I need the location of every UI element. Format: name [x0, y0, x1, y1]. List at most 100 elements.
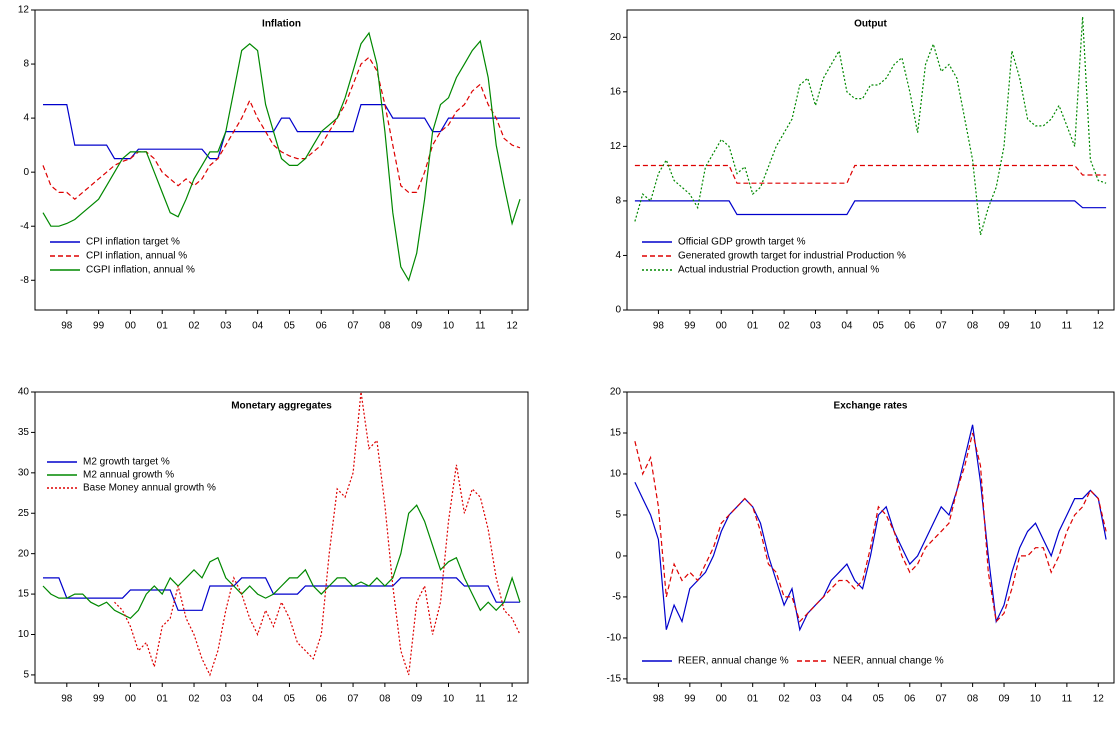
- x-tick-label: 99: [93, 321, 105, 332]
- x-tick-label: 00: [716, 694, 728, 705]
- x-tick-label: 08: [967, 321, 979, 332]
- y-tick-label: 12: [610, 141, 622, 152]
- series-line: [43, 104, 520, 160]
- y-tick-label: -5: [612, 592, 621, 603]
- x-tick-label: 03: [220, 321, 232, 332]
- x-tick-label: 10: [443, 321, 455, 332]
- y-tick-label: 15: [610, 428, 622, 439]
- x-tick-label: 12: [507, 321, 519, 332]
- x-tick-label: 10: [443, 694, 455, 705]
- x-tick-label: 07: [936, 694, 948, 705]
- x-tick-label: 05: [873, 321, 885, 332]
- y-tick-label: 35: [18, 427, 30, 438]
- x-tick-label: 05: [284, 321, 296, 332]
- y-tick-label: 30: [18, 467, 30, 478]
- x-tick-label: 02: [188, 321, 200, 332]
- chart-title: Exchange rates: [834, 401, 908, 412]
- series-line: [634, 200, 1107, 216]
- series-line: [634, 16, 1107, 236]
- x-tick-label: 03: [810, 694, 822, 705]
- x-tick-label: 98: [61, 321, 73, 332]
- legend-label: M2 annual growth %: [83, 470, 174, 481]
- x-tick-label: 06: [904, 694, 916, 705]
- x-tick-label: 03: [810, 321, 822, 332]
- y-tick-label: 0: [23, 167, 29, 178]
- plot-frame: [34, 391, 529, 684]
- x-tick-label: 12: [1093, 321, 1105, 332]
- x-tick-label: 01: [157, 694, 169, 705]
- x-tick-label: 08: [379, 321, 391, 332]
- y-tick-label: 20: [610, 387, 622, 398]
- x-tick-label: 07: [348, 321, 360, 332]
- x-tick-label: 00: [125, 321, 137, 332]
- x-tick-label: 98: [653, 694, 665, 705]
- y-tick-label: 25: [18, 508, 30, 519]
- legend-label: Base Money annual growth %: [83, 483, 216, 494]
- y-tick-label: 4: [23, 113, 29, 124]
- series-line: [43, 577, 520, 611]
- x-tick-label: 07: [936, 321, 948, 332]
- y-tick-label: 5: [615, 510, 621, 521]
- x-tick-label: 99: [684, 321, 696, 332]
- y-tick-label: -4: [20, 221, 29, 232]
- legend-label: CPI inflation, annual %: [86, 251, 187, 262]
- y-tick-label: 10: [610, 469, 622, 480]
- y-tick-label: 16: [610, 86, 622, 97]
- chart-title: Monetary aggregates: [231, 401, 332, 412]
- x-tick-label: 01: [747, 694, 759, 705]
- y-tick-label: 12: [18, 5, 30, 16]
- y-tick-label: 20: [610, 32, 622, 43]
- y-tick-label: 0: [615, 305, 621, 316]
- legend-label: Generated growth target for industrial P…: [678, 251, 906, 262]
- x-tick-label: 11: [1062, 694, 1073, 705]
- x-tick-label: 11: [475, 694, 486, 705]
- x-tick-label: 04: [841, 694, 853, 705]
- x-tick-label: 98: [653, 321, 665, 332]
- x-tick-label: 09: [998, 694, 1010, 705]
- x-tick-label: 12: [1093, 694, 1105, 705]
- x-tick-label: 09: [411, 321, 423, 332]
- y-tick-label: 15: [18, 589, 30, 600]
- y-tick-label: 40: [18, 387, 30, 398]
- x-tick-label: 01: [747, 321, 759, 332]
- legend-label: M2 growth target %: [83, 457, 170, 468]
- x-tick-label: 02: [188, 694, 200, 705]
- y-tick-label: 8: [615, 196, 621, 207]
- series-line: [42, 31, 521, 282]
- legend-label: Actual industrial Production growth, ann…: [678, 265, 879, 276]
- x-tick-label: 11: [1062, 321, 1073, 332]
- chart-title: Inflation: [262, 19, 301, 30]
- series-line: [634, 424, 1107, 632]
- x-tick-label: 08: [967, 694, 979, 705]
- x-tick-label: 09: [998, 321, 1010, 332]
- x-tick-label: 05: [873, 694, 885, 705]
- legend-label: NEER, annual change %: [833, 656, 944, 667]
- series-line: [634, 432, 1107, 623]
- x-tick-label: 06: [316, 321, 328, 332]
- x-tick-label: 11: [475, 321, 486, 332]
- plot-frame: [626, 9, 1115, 311]
- y-tick-label: 4: [615, 250, 621, 261]
- plot-frame: [626, 391, 1115, 684]
- x-tick-label: 09: [411, 694, 423, 705]
- x-tick-label: 01: [157, 321, 169, 332]
- x-tick-label: 10: [1030, 321, 1042, 332]
- x-tick-label: 04: [252, 321, 264, 332]
- y-tick-label: 5: [23, 670, 29, 681]
- plot-frame: [34, 9, 529, 311]
- x-tick-label: 00: [716, 321, 728, 332]
- x-tick-label: 00: [125, 694, 137, 705]
- x-tick-label: 07: [348, 694, 360, 705]
- x-tick-label: 02: [779, 694, 791, 705]
- x-tick-label: 02: [779, 321, 791, 332]
- legend-label: CGPI inflation, annual %: [86, 265, 195, 276]
- series-line: [42, 504, 521, 620]
- x-tick-label: 99: [93, 694, 105, 705]
- series-line: [634, 164, 1107, 184]
- x-tick-label: 98: [61, 694, 73, 705]
- legend-label: REER, annual change %: [678, 656, 789, 667]
- y-tick-label: 20: [18, 548, 30, 559]
- x-tick-label: 06: [316, 694, 328, 705]
- series-line: [42, 56, 521, 200]
